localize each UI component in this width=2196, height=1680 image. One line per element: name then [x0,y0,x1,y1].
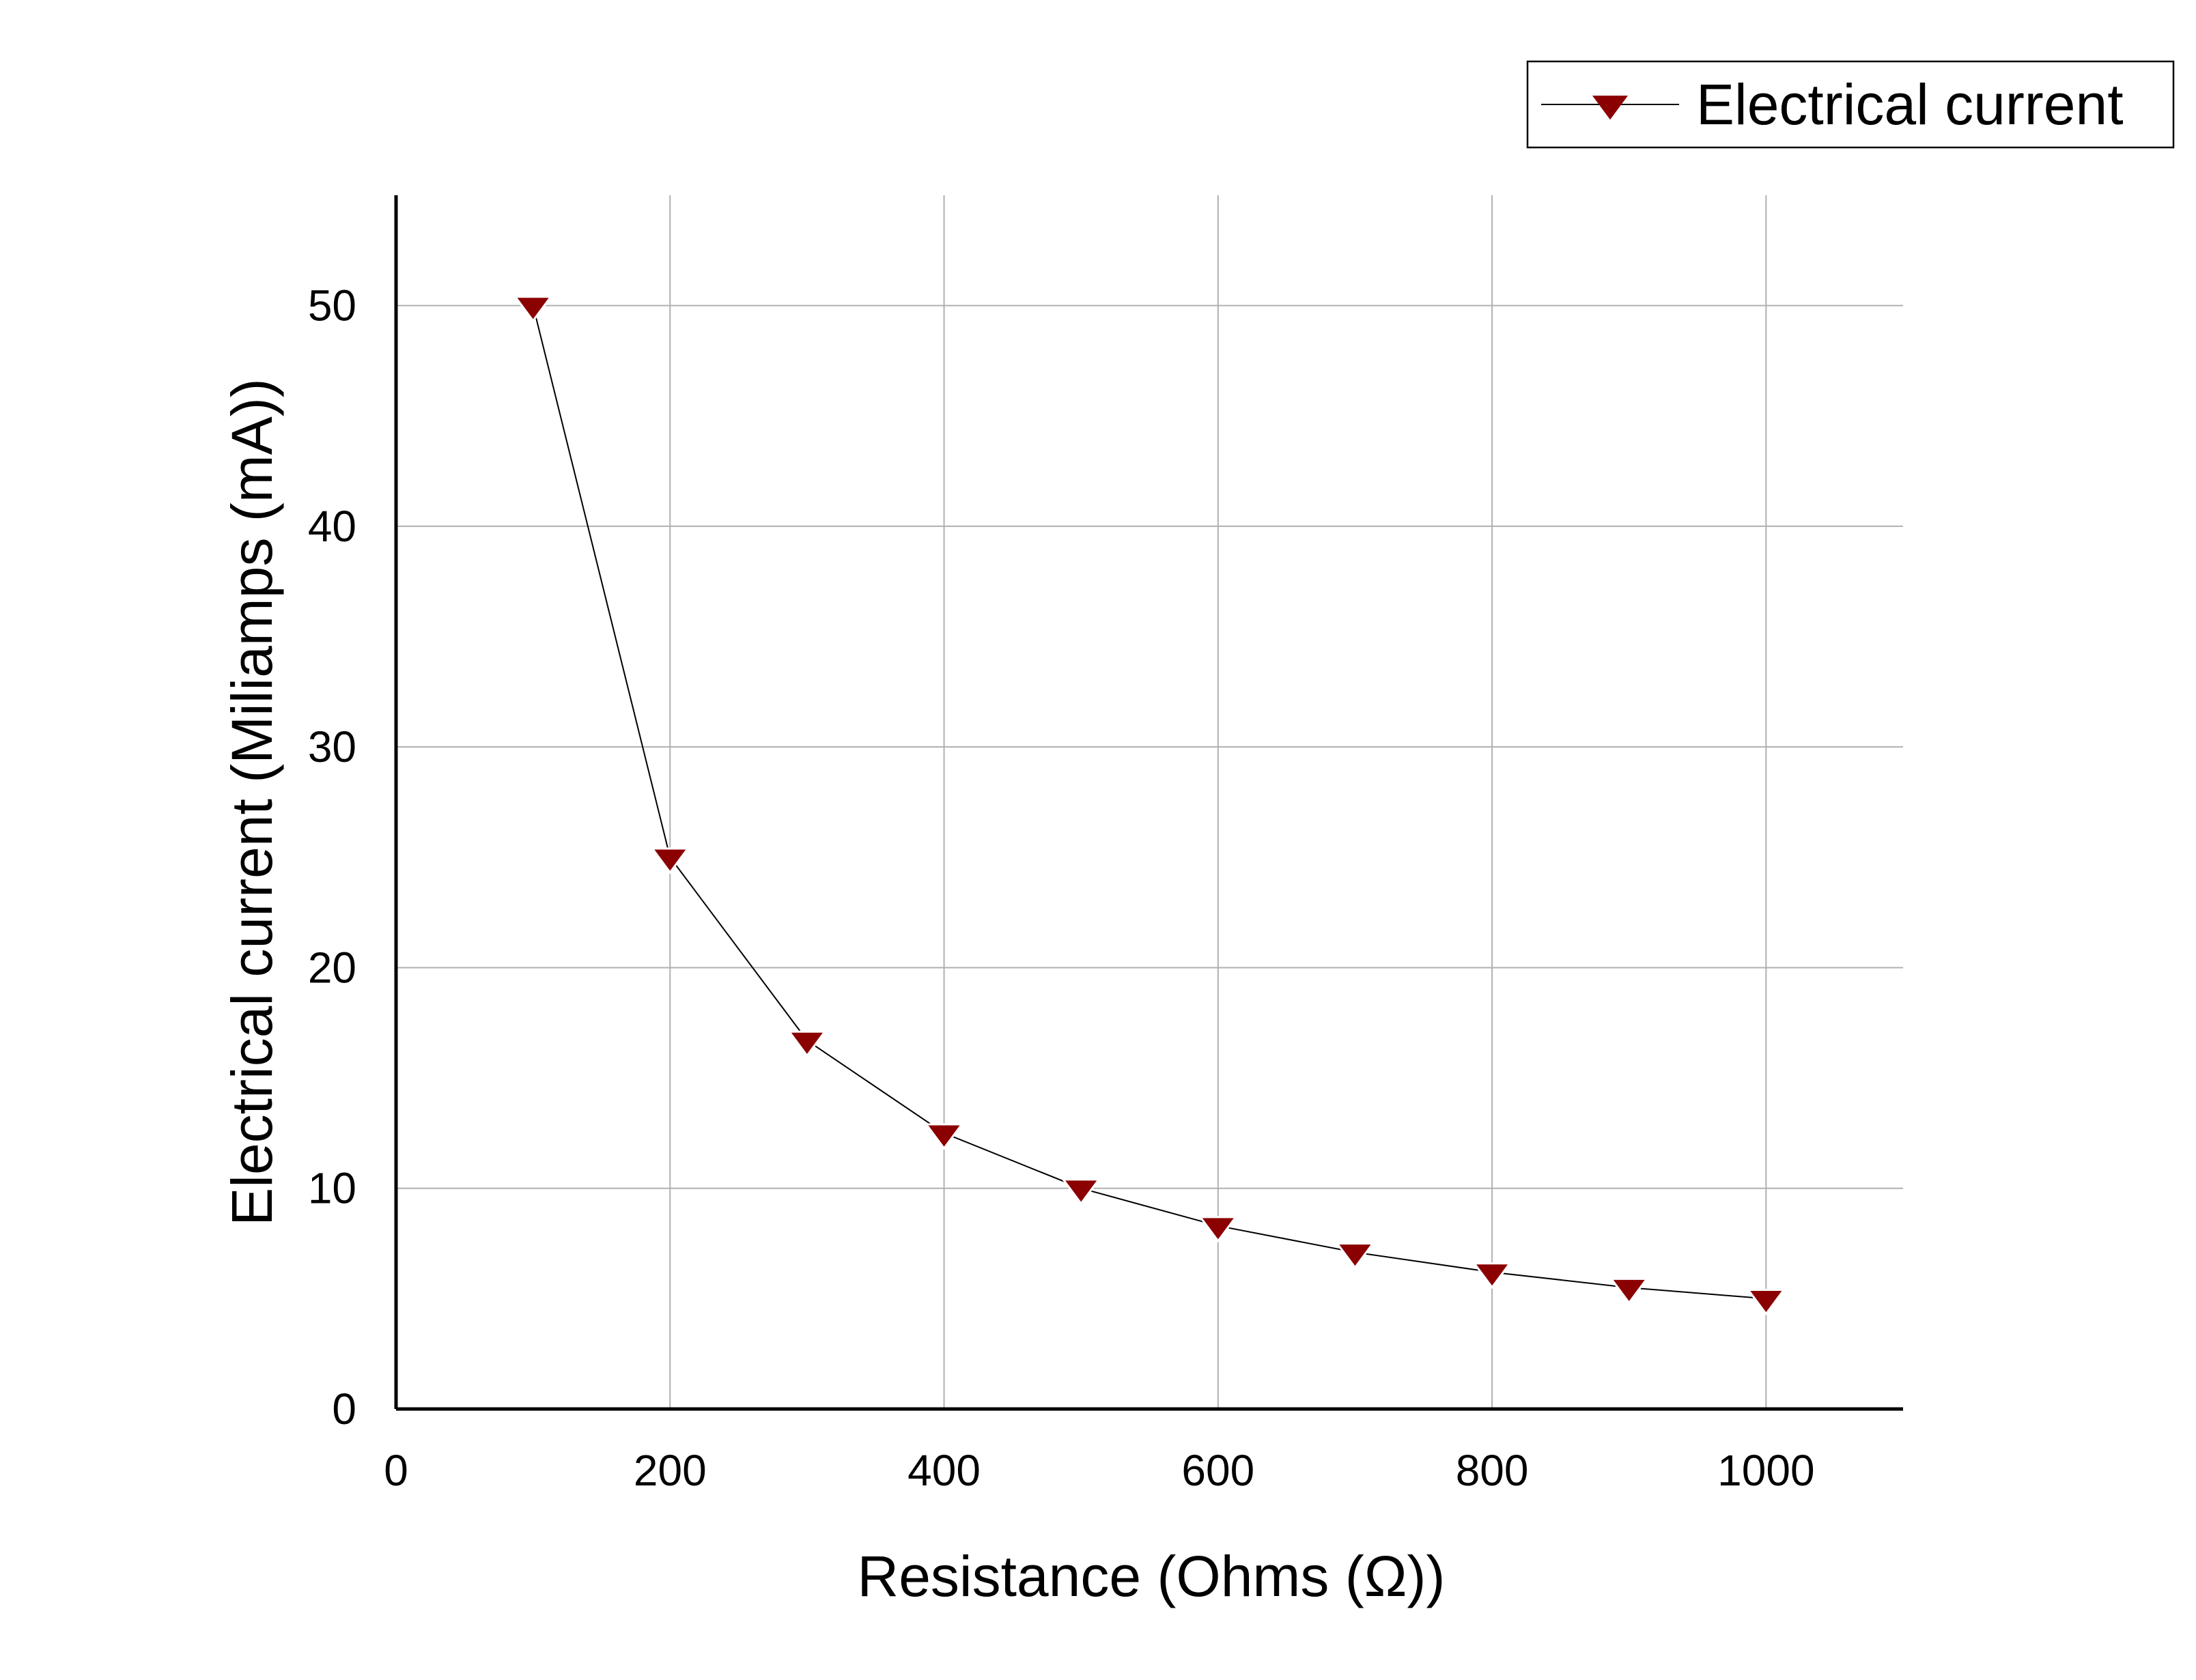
x-tick-label: 0 [384,1446,408,1495]
data-point-marker [650,847,690,874]
y-tick-label: 10 [308,1164,356,1213]
x-tick-label: 1000 [1717,1446,1814,1495]
legend-marker-swatch [1592,96,1628,120]
x-tick-label: 200 [634,1446,707,1495]
tick-labels: 0 200 400 600 800 1000 0 10 20 30 40 50 [308,281,1815,1495]
data-point-marker [513,296,553,323]
series-layer [513,296,1786,1316]
legend-label: Electrical current [1696,72,2124,137]
y-tick-label: 30 [308,722,356,771]
data-point-marker [1609,1277,1649,1305]
data-point-marker [1335,1242,1375,1270]
data-point-marker [787,1030,827,1057]
legend: Electrical current [1526,60,2175,149]
data-point-marker [1198,1216,1238,1243]
x-tick-label: 800 [1456,1446,1529,1495]
data-point-marker [1746,1288,1786,1316]
series-line [532,305,1766,1300]
grid-lines [396,195,1903,1409]
y-tick-label: 20 [308,943,356,992]
x-axis-title: Resistance (Ohms (Ω)) [858,1544,1446,1608]
data-point-marker [924,1123,964,1150]
data-point-marker [1061,1178,1101,1206]
axes [394,195,1903,1411]
y-tick-label: 40 [308,502,356,551]
x-tick-label: 600 [1181,1446,1254,1495]
y-tick-label: 0 [332,1384,356,1434]
y-tick-label: 50 [308,281,356,330]
y-axis-title: Electrical current (Miliamps (mA)) [220,378,284,1225]
x-tick-label: 400 [907,1446,981,1495]
data-point-marker [1472,1262,1512,1290]
